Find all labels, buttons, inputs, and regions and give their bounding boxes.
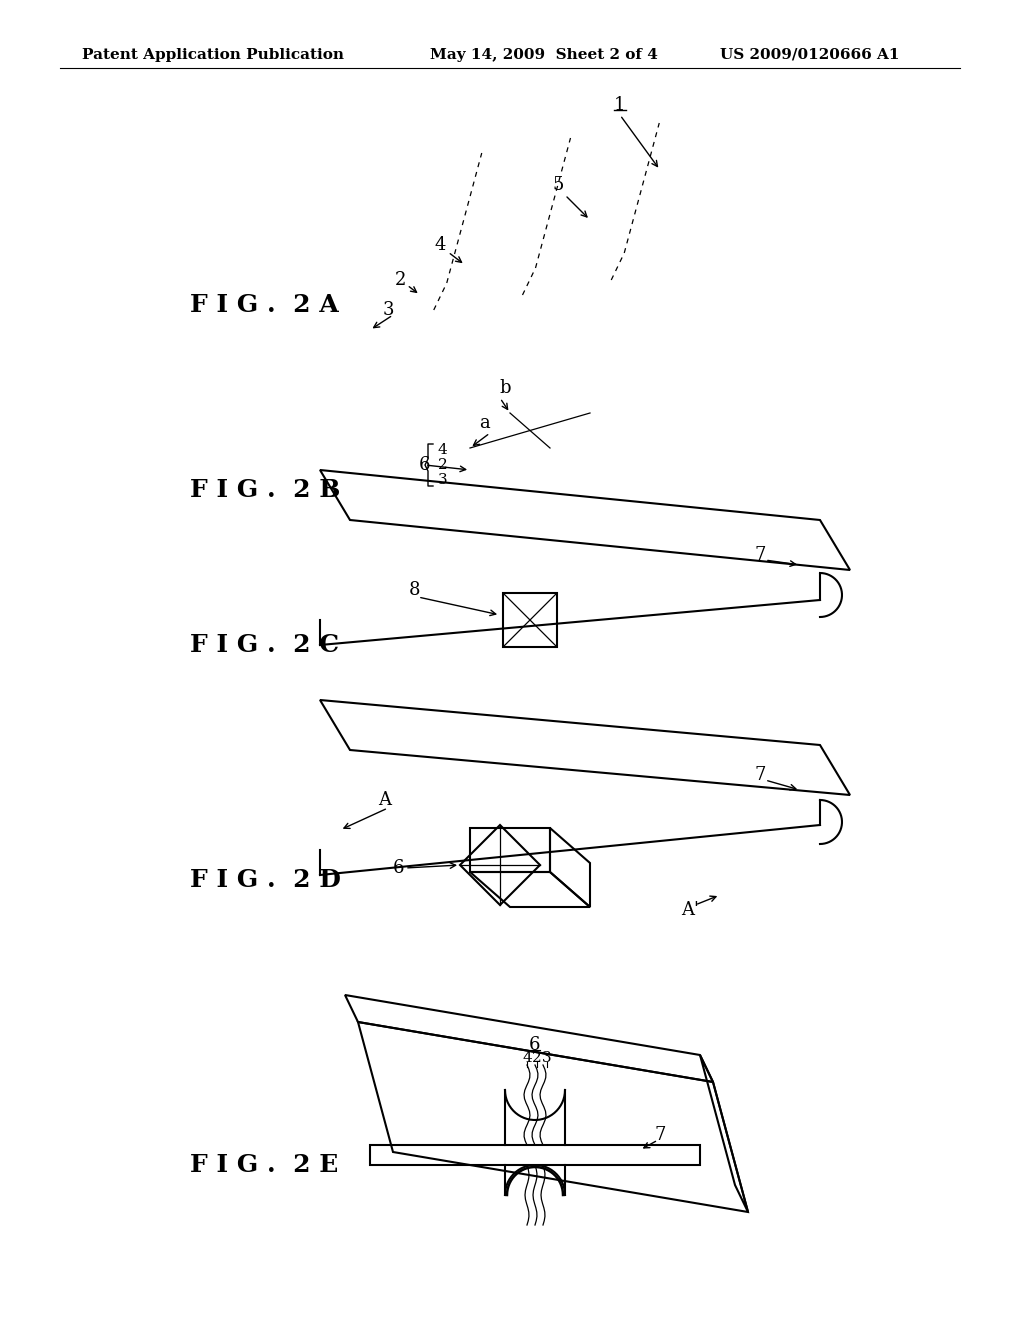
Text: F I G .  2 C: F I G . 2 C bbox=[190, 634, 339, 657]
Text: 7: 7 bbox=[654, 1126, 666, 1144]
Text: 2: 2 bbox=[532, 1051, 542, 1065]
Text: 8: 8 bbox=[410, 581, 421, 599]
Text: 7: 7 bbox=[755, 546, 766, 564]
Text: 3: 3 bbox=[438, 473, 447, 487]
Text: A': A' bbox=[681, 902, 699, 919]
Text: 2: 2 bbox=[394, 271, 406, 289]
Text: 4: 4 bbox=[522, 1051, 531, 1065]
Text: 5: 5 bbox=[552, 176, 563, 194]
Text: 4: 4 bbox=[438, 444, 447, 457]
Text: 3: 3 bbox=[542, 1051, 552, 1065]
Text: F I G .  2 D: F I G . 2 D bbox=[190, 869, 341, 892]
Text: a: a bbox=[479, 414, 490, 432]
Text: A: A bbox=[379, 791, 391, 809]
Text: 1: 1 bbox=[614, 96, 626, 114]
Text: 4: 4 bbox=[434, 236, 445, 253]
Text: 2: 2 bbox=[438, 458, 447, 473]
Text: F I G .  2 E: F I G . 2 E bbox=[190, 1152, 338, 1177]
Text: b: b bbox=[500, 379, 511, 397]
Text: US 2009/0120666 A1: US 2009/0120666 A1 bbox=[720, 48, 899, 62]
Text: 7: 7 bbox=[755, 766, 766, 784]
Text: F I G .  2 B: F I G . 2 B bbox=[190, 478, 340, 502]
Text: 6: 6 bbox=[529, 1036, 541, 1053]
Text: Patent Application Publication: Patent Application Publication bbox=[82, 48, 344, 62]
Text: 6: 6 bbox=[392, 859, 403, 876]
Text: 6: 6 bbox=[419, 455, 430, 474]
Text: F I G .  2 A: F I G . 2 A bbox=[190, 293, 339, 317]
Text: 3: 3 bbox=[382, 301, 394, 319]
Text: May 14, 2009  Sheet 2 of 4: May 14, 2009 Sheet 2 of 4 bbox=[430, 48, 657, 62]
